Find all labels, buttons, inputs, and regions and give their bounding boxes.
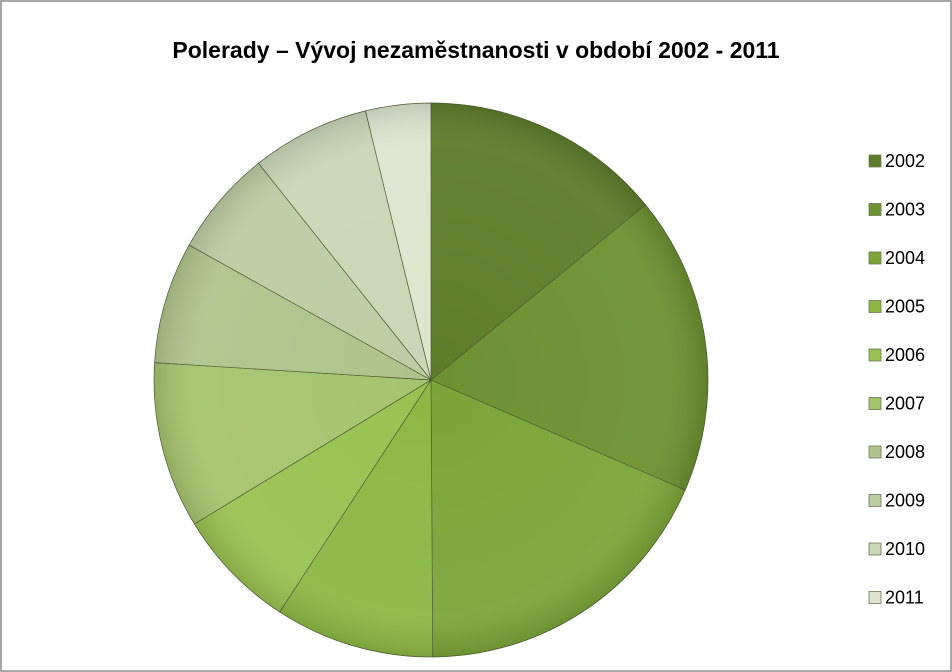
legend-swatch [868,445,882,459]
legend: 2002 2003 2004 2005 2006 2007 2008 2009 2010 2011 [868,151,925,607]
legend-swatch [868,591,882,604]
legend-label: 2005 [885,296,925,316]
legend-label: 2006 [885,345,925,365]
pie [153,102,709,658]
legend-label: 2008 [885,442,925,462]
legend-label: 2011 [885,587,924,607]
legend-label: 2004 [885,248,925,268]
legend-label: 2002 [885,151,925,171]
legend-swatch [868,300,882,313]
legend-swatch [868,203,882,216]
legend-swatch [868,494,882,507]
chart-title: Polerady – Vývoj nezaměstnanosti v obdob… [172,37,779,63]
legend-label: 2010 [885,539,925,559]
legend-swatch [868,397,882,410]
legend-label: 2003 [885,199,925,219]
legend-label: 2007 [885,393,925,413]
legend-swatch [868,251,882,265]
legend-label: 2009 [885,490,925,510]
legend-swatch [868,154,882,168]
legend-swatch [868,542,882,556]
legend-swatch [868,348,882,362]
